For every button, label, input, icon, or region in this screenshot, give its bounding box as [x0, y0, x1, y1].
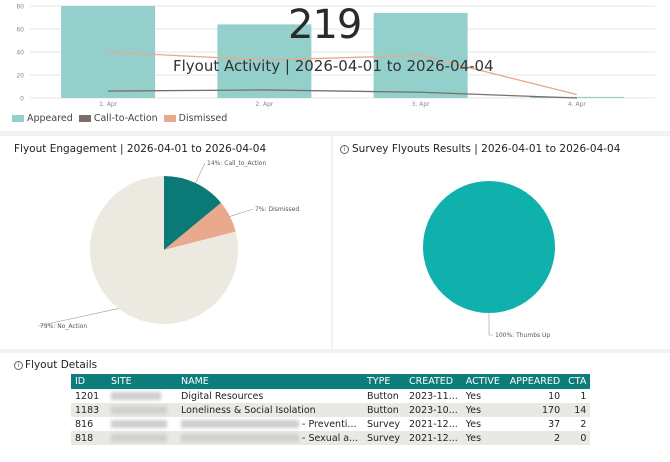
legend-label-appeared: Appeared — [27, 113, 73, 124]
cell-name: Digital Resources — [177, 389, 363, 403]
legend-swatch-dismissed — [163, 115, 176, 122]
survey-flyouts-panel: i Survey Flyouts Results | 2026-04-01 to… — [333, 136, 670, 349]
cell-site-redacted — [107, 431, 177, 445]
pie-leader-line — [195, 162, 206, 184]
column-header-active[interactable]: ACTIVE — [461, 374, 506, 389]
cell-appeared: 170 — [505, 403, 565, 417]
cell-appeared: 37 — [505, 417, 565, 431]
column-header-site[interactable]: SITE — [107, 374, 177, 389]
pie-slice-dismissed — [164, 202, 236, 250]
cell-cta: 2 — [564, 417, 591, 431]
pie-label: 100%: Thumbs Up — [495, 332, 550, 339]
cell-appeared: 10 — [505, 389, 565, 403]
cell-cta: 14 — [564, 403, 591, 417]
cell-id: 1183 — [71, 403, 107, 417]
y-tick-label: 80 — [16, 4, 24, 11]
flyout-details-table: ID SITE NAME TYPE CREATED ACTIVE APPEARE… — [71, 374, 591, 445]
column-header-type[interactable]: TYPE — [363, 374, 405, 389]
activity-legend: Appeared Call-to-Action Dismissed — [12, 113, 227, 124]
legend-swatch-call-to-action — [78, 115, 91, 122]
cell-active: Yes — [461, 417, 506, 431]
flyout-activity-panel: 0 20 40 60 80 1. Apr 2. Apr 3. Apr 4. Apr Appear… — [0, 0, 670, 131]
y-tick-label: 20 — [16, 73, 24, 80]
legend-item-dismissed[interactable]: Dismissed — [163, 113, 228, 124]
pie-leader-line — [37, 308, 119, 327]
info-icon[interactable]: i — [14, 361, 23, 370]
cell-created: 2023-10... — [405, 403, 462, 417]
pie-slice-no_action — [90, 176, 239, 324]
bar-appeared — [217, 24, 312, 98]
table-row[interactable]: 1183 Loneliness & Social Isolation Butto… — [71, 403, 591, 417]
x-tick-label: 1. Apr — [99, 101, 118, 108]
x-tick-label: 2. Apr — [255, 101, 274, 108]
cell-name: Loneliness & Social Isolation — [177, 403, 363, 417]
cell-type: Button — [363, 403, 405, 417]
line-call-to-action — [108, 89, 577, 99]
cell-cta: 0 — [564, 431, 591, 445]
details-title: Flyout Details — [25, 359, 98, 371]
legend-label-call-to-action: Call-to-Action — [93, 113, 158, 124]
y-tick-label: 0 — [20, 96, 24, 103]
pie-slice-thumbs-up — [423, 181, 555, 313]
cell-id: 816 — [71, 417, 107, 431]
cell-type: Button — [363, 389, 405, 403]
cell-active: Yes — [461, 389, 506, 403]
survey-title: Survey Flyouts Results | 2026-04-01 to 2… — [352, 143, 621, 155]
cell-cta: 1 — [564, 389, 591, 403]
cell-created: 2021-12... — [405, 431, 462, 445]
table-header-row: ID SITE NAME TYPE CREATED ACTIVE APPEARE… — [71, 374, 591, 389]
cell-type: Survey — [363, 417, 405, 431]
x-tick-label: 3. Apr — [412, 101, 431, 108]
info-icon[interactable]: i — [340, 145, 349, 154]
table-row[interactable]: 818 - Sexual a... Survey 2021-12... Yes … — [71, 431, 591, 445]
legend-swatch-appeared — [12, 115, 24, 122]
legend-item-call-to-action[interactable]: Call-to-Action — [78, 113, 158, 124]
pie-slice-call_to_action — [164, 176, 222, 250]
pie-label: 79%: No_Action — [40, 323, 87, 330]
cell-site-redacted — [107, 389, 177, 403]
pie-label: 7%: Dismissed — [255, 206, 299, 213]
survey-pie-chart: 100%: Thumbs Up — [423, 181, 555, 339]
flyout-activity-title: Flyout Activity | 2026-04-01 to 2026-04-… — [173, 57, 494, 75]
pie-leader-line — [229, 208, 254, 217]
column-header-cta[interactable]: CTA — [564, 374, 591, 389]
cell-created: 2021-12... — [405, 417, 462, 431]
cell-name: - Sexual a... — [177, 431, 363, 445]
column-header-name[interactable]: NAME — [177, 374, 363, 389]
legend-label-dismissed: Dismissed — [178, 113, 228, 124]
cell-appeared: 2 — [505, 431, 565, 445]
cell-name-text: - Preventi... — [302, 418, 357, 430]
flyout-activity-chart: 0 20 40 60 80 1. Apr 2. Apr 3. Apr 4. Apr — [16, 4, 655, 108]
x-tick-label: 4. Apr — [568, 101, 587, 108]
legend-item-appeared[interactable]: Appeared — [12, 113, 73, 124]
engagement-title: Flyout Engagement | 2026-04-01 to 2026-0… — [14, 143, 267, 155]
column-header-created[interactable]: CREATED — [405, 374, 462, 389]
cell-name: - Preventi... — [177, 417, 363, 431]
cell-created: 2023-11... — [405, 389, 462, 403]
pie-label: 14%: Call_to_Action — [207, 160, 266, 167]
table-row[interactable]: 816 - Preventi... Survey 2021-12... Yes … — [71, 417, 591, 431]
cell-site-redacted — [107, 417, 177, 431]
column-header-id[interactable]: ID — [71, 374, 107, 389]
flyout-engagement-panel: Flyout Engagement | 2026-04-01 to 2026-0… — [0, 136, 331, 349]
cell-name-text: - Sexual a... — [302, 432, 359, 444]
total-appeared-kpi: 219 — [288, 2, 362, 48]
y-tick-label: 40 — [16, 50, 24, 57]
pie-leader-line — [488, 313, 493, 336]
engagement-pie-chart: 14%: Call_to_Action 7%: Dismissed 79%: No_… — [37, 160, 299, 330]
column-header-appeared[interactable]: APPEARED — [505, 374, 565, 389]
cell-type: Survey — [363, 431, 405, 445]
cell-id: 1201 — [71, 389, 107, 403]
table-row[interactable]: 1201 Digital Resources Button 2023-11...… — [71, 389, 591, 403]
y-tick-label: 60 — [16, 27, 24, 34]
cell-active: Yes — [461, 431, 506, 445]
cell-active: Yes — [461, 403, 506, 417]
cell-site-redacted — [107, 403, 177, 417]
cell-id: 818 — [71, 431, 107, 445]
line-dismissed — [108, 51, 578, 96]
